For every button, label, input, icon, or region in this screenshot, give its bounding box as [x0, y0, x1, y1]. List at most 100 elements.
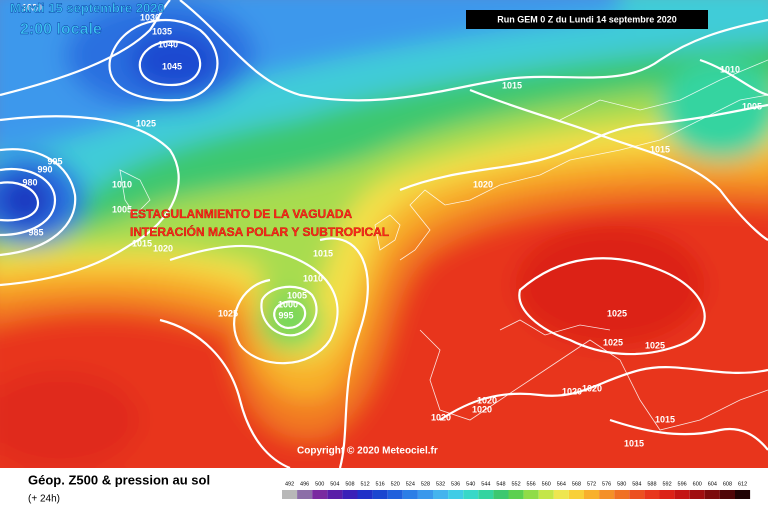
isobar-label: 1020 [22, 2, 42, 12]
scale-swatch [327, 490, 343, 499]
scale-label: 536 [451, 481, 460, 487]
isobar-label: 1025 [136, 118, 156, 128]
isobar-label: 1020 [562, 386, 582, 396]
scale-label: 520 [391, 481, 400, 487]
scale-label: 496 [300, 481, 309, 487]
isobar-label: 1025 [603, 337, 623, 347]
scale-swatch [659, 490, 675, 499]
scale-swatch [599, 490, 615, 499]
isobar-label: 1015 [313, 248, 333, 258]
scale-swatch [402, 490, 418, 499]
scale-swatch [568, 490, 584, 499]
isobar-label: 1015 [650, 144, 670, 154]
scale-swatch [523, 490, 539, 499]
scale-swatch [644, 490, 660, 499]
scale-label: 516 [376, 481, 385, 487]
scale-label: 500 [315, 481, 324, 487]
scale-label: 560 [542, 481, 551, 487]
scale-label: 580 [617, 481, 626, 487]
scale-swatch [478, 490, 494, 499]
scale-swatch [538, 490, 554, 499]
scale-label: 604 [708, 481, 717, 487]
scale-swatch [387, 490, 403, 499]
isobar-label: 1010 [303, 273, 323, 283]
scale-label: 600 [693, 481, 702, 487]
scale-swatch [342, 490, 358, 499]
isobar-label: 1015 [655, 414, 675, 424]
scale-label: 540 [466, 481, 475, 487]
isobar-label: 1010 [720, 64, 740, 74]
scale-swatch [312, 490, 328, 499]
scale-label: 544 [481, 481, 490, 487]
scale-label: 532 [436, 481, 445, 487]
scale-swatch [282, 490, 298, 499]
scale-swatch [493, 490, 509, 499]
scale-label: 596 [678, 481, 687, 487]
scale-label: 576 [602, 481, 611, 487]
scale-swatch [448, 490, 464, 499]
legend-subtitle: (+ 24h) [28, 494, 60, 505]
scale-swatch [689, 490, 705, 499]
scale-swatch [735, 490, 751, 499]
isobar-label: 1025 [607, 308, 627, 318]
isobar-label: 1030 [140, 12, 160, 22]
isobar-label: 995 [47, 156, 62, 166]
scale-label: 504 [330, 481, 339, 487]
scale-label: 572 [587, 481, 596, 487]
coastlines [119, 59, 768, 431]
scale-swatch [463, 490, 479, 499]
scale-label: 556 [527, 481, 536, 487]
scale-swatch [614, 490, 630, 499]
scale-swatch [629, 490, 645, 499]
scale-label: 612 [738, 481, 747, 487]
scale-label: 492 [285, 481, 294, 487]
isobar-label: 980 [22, 177, 37, 187]
isobar-label: 1045 [162, 61, 182, 71]
isobar-label: 1020 [431, 412, 451, 422]
isobar-label: 985 [28, 227, 43, 237]
scale-swatch [433, 490, 449, 499]
scale-label: 548 [496, 481, 505, 487]
isobar-label: 1005 [287, 290, 307, 300]
forecast-time: 2:00 locale [20, 21, 102, 38]
color-scale: 492 496 500 504 508 512 516 520 524 528 532 536 540 5… [282, 481, 751, 499]
scale-label: 528 [421, 481, 430, 487]
scale-label: 524 [406, 481, 415, 487]
isobar-label: 1035 [152, 26, 172, 36]
isobar-label: 1025 [645, 340, 665, 350]
scale-label: 608 [723, 481, 732, 487]
isobars [0, 0, 768, 468]
scale-label: 584 [632, 481, 641, 487]
scale-swatch [719, 490, 735, 499]
isobar-label: 1005 [112, 204, 132, 214]
scale-label: 508 [345, 481, 354, 487]
forecast-date: Mardi 15 septembre 2020 [10, 0, 165, 15]
isobar-label: 1020 [473, 179, 493, 189]
scale-label: 568 [572, 481, 581, 487]
scale-swatch [417, 490, 433, 499]
scale-swatch [553, 490, 569, 499]
isobar-label: 1020 [582, 383, 602, 393]
scale-label: 552 [511, 481, 520, 487]
isobar-label: 1015 [132, 238, 152, 248]
isobar-label: 1015 [624, 438, 644, 448]
scale-swatch [357, 490, 373, 499]
scale-swatch [372, 490, 388, 499]
isobar-label: 1020 [477, 395, 497, 405]
isobar-label: 1020 [153, 243, 173, 253]
legend-title: Géop. Z500 & pression au sol [28, 472, 210, 487]
run-box [466, 10, 708, 29]
scale-label: 588 [647, 481, 656, 487]
scale-swatch [297, 490, 313, 499]
isobar-label: 990 [37, 164, 52, 174]
copyright: Copyright © 2020 Meteociel.fr [297, 446, 438, 457]
scale-label: 512 [360, 481, 369, 487]
annotation: INTERACIÓN MASA POLAR Y SUBTROPICAL [130, 224, 389, 239]
isobar-label: 1025 [218, 308, 238, 318]
isobar-label: 1010 [112, 179, 132, 189]
scale-label: 564 [557, 481, 566, 487]
run-info: Run GEM 0 Z du Lundi 14 septembre 2020 [497, 14, 677, 24]
